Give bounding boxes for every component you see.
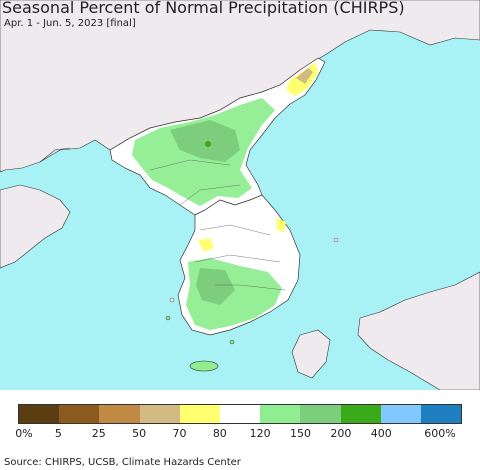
ulleung-island [333, 237, 339, 243]
province-lines [149, 159, 286, 291]
source-credit: Source: CHIRPS, UCSB, Climate Hazards Ce… [4, 457, 241, 468]
legend-tick-label: 150 [290, 427, 312, 440]
legend-ticks: 0% 5 25 50 70 80 120 150 200 400 600% [15, 427, 462, 441]
legend-swatch [380, 405, 421, 423]
legend-tick-label: 200 [330, 427, 352, 440]
west-islet-1 [169, 297, 175, 303]
legend-swatch [139, 405, 180, 423]
legend-swatch [19, 405, 60, 423]
china-coast-line [39, 147, 71, 163]
legend-swatch [340, 405, 381, 423]
color-legend [18, 404, 462, 424]
japan-honshu [357, 271, 480, 390]
tan-anomaly-northeast [296, 68, 313, 84]
legend-tick-label: 120 [249, 427, 271, 440]
legend-swatch [300, 405, 341, 423]
legend-swatch [260, 405, 301, 423]
legend-swatch [219, 405, 261, 423]
yellow-anomaly-east [276, 218, 286, 232]
west-islet-2 [165, 315, 171, 321]
legend-swatch [179, 405, 220, 423]
south-islet [229, 339, 235, 345]
green-anomaly-north-dark [170, 120, 240, 162]
japan-kyushu [291, 329, 331, 379]
legend-tick-label: 400 [370, 427, 392, 440]
legend-tick-label: 5 [54, 427, 62, 440]
precipitation-map [0, 0, 480, 390]
yellow-anomaly-central [198, 238, 214, 252]
dark-green-spot [205, 141, 211, 147]
legend-tick-label: 80 [212, 427, 227, 440]
green-anomaly-south-dark [196, 268, 235, 305]
page-title: Seasonal Percent of Normal Precipitation… [2, 0, 405, 17]
jeju-island [189, 360, 219, 372]
legend-swatch [59, 405, 100, 423]
legend-tick-label: 70 [172, 427, 187, 440]
legend-tick-label: 600% [424, 427, 456, 440]
legend-swatch [99, 405, 140, 423]
legend-swatch [420, 405, 462, 423]
shandong-peninsula [0, 184, 71, 269]
legend-tick-label: 50 [132, 427, 147, 440]
legend-tick-label: 25 [91, 427, 106, 440]
page-subtitle: Apr. 1 - Jun. 5, 2023 [final] [4, 18, 136, 29]
legend-tick-label: 0% [15, 427, 33, 440]
